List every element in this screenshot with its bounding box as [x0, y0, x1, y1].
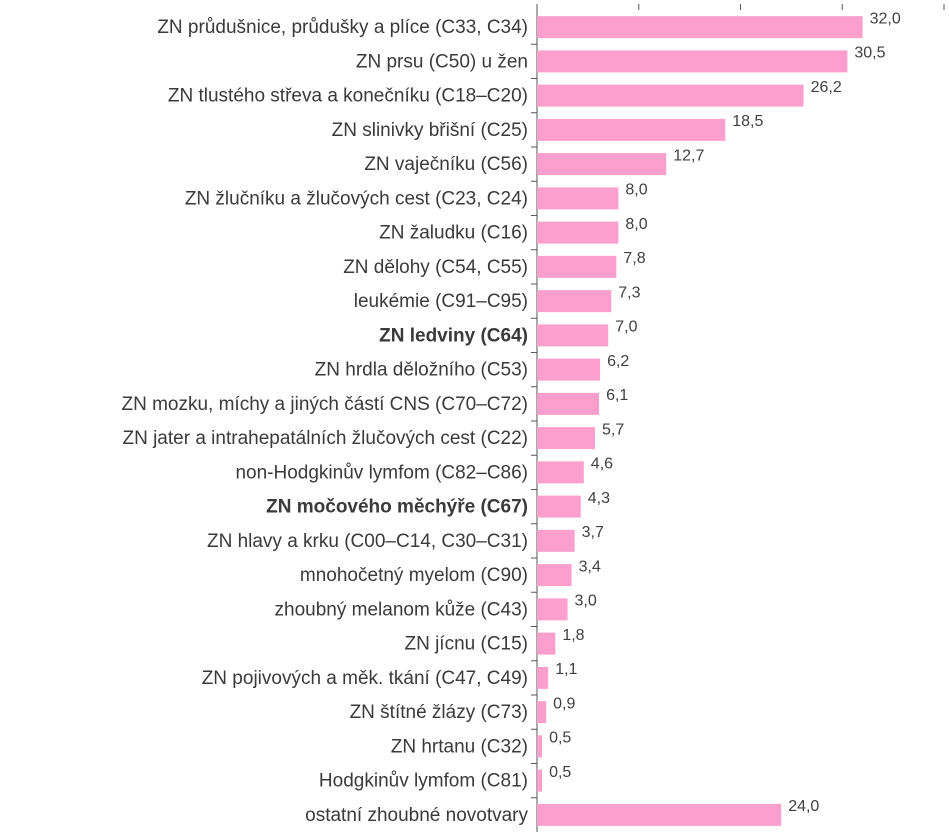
value-label: 6,1 [606, 387, 628, 404]
category-label: ZN průdušnice, průdušky a plíce (C33, C3… [157, 17, 528, 38]
value-label: 3,7 [582, 524, 604, 541]
bar [537, 16, 863, 39]
category-label: Hodgkinův lymfom (C81) [319, 771, 528, 792]
value-label: 8,0 [625, 182, 647, 199]
value-label: 0,5 [549, 764, 571, 781]
bar [537, 564, 572, 587]
category-label: ZN mozku, míchy a jiných částí CNS (C70–… [121, 394, 528, 415]
bar [537, 84, 804, 107]
value-label: 18,5 [732, 113, 763, 130]
bar [537, 529, 575, 552]
value-label: 7,3 [618, 284, 640, 301]
bar [537, 701, 547, 724]
value-label: 7,0 [615, 319, 637, 336]
category-label: ZN hlavy a krku (C00–C14, C30–C31) [207, 531, 528, 552]
value-label: 1,8 [562, 627, 584, 644]
bar [537, 735, 543, 758]
value-label: 26,2 [811, 79, 842, 96]
bar [537, 358, 601, 381]
category-label: ZN prsu (C50) u žen [356, 51, 528, 72]
value-label: 3,0 [575, 593, 597, 610]
category-label: ZN dělohy (C54, C55) [343, 257, 528, 278]
category-label: ZN slinivky břišní (C25) [332, 120, 528, 141]
bar [537, 598, 568, 621]
category-label: ZN tlustého střeva a konečníku (C18–C20) [168, 86, 528, 107]
value-label: 1,1 [555, 661, 577, 678]
bar [537, 153, 667, 176]
category-label: ZN žlučníku a žlučových cest (C23, C24) [185, 188, 528, 209]
category-label: ZN pojivových a měk. tkání (C47, C49) [202, 668, 528, 689]
category-label: ZN močového měchýře (C67) [266, 497, 528, 518]
category-label: ZN jícnu (C15) [404, 634, 528, 655]
bar [537, 666, 549, 689]
category-label: mnohočetný myelom (C90) [300, 565, 528, 586]
bar [537, 392, 600, 415]
category-label: ostatní zhoubné novotvary [305, 805, 528, 826]
value-label: 6,2 [607, 353, 629, 370]
value-label: 7,8 [623, 250, 645, 267]
bar [537, 632, 556, 655]
value-label: 4,3 [588, 490, 610, 507]
value-label: 24,0 [788, 798, 819, 815]
value-label: 5,7 [602, 421, 624, 438]
bar [537, 324, 609, 347]
category-label: ZN žaludku (C16) [379, 223, 528, 244]
category-label: ZN jater a intrahepatálních žlučových ce… [122, 428, 528, 449]
category-label: zhoubný melanom kůže (C43) [275, 599, 528, 620]
value-label: 0,5 [549, 730, 571, 747]
bar [537, 803, 782, 826]
bar [537, 118, 726, 141]
category-label: ZN ledviny (C64) [379, 325, 528, 346]
category-label: ZN hrtanu (C32) [391, 736, 528, 757]
value-label: 30,5 [854, 45, 885, 62]
category-label: ZN hrdla děložního (C53) [315, 360, 528, 381]
bar [537, 187, 619, 210]
bar [537, 495, 581, 518]
category-label: leukémie (C91–C95) [354, 291, 528, 312]
bar [537, 255, 617, 278]
value-label: 3,4 [579, 558, 601, 575]
bar [537, 461, 584, 484]
category-label: ZN štítné žlázy (C73) [350, 702, 528, 723]
bar [537, 769, 543, 792]
bar [537, 427, 595, 450]
value-label: 4,6 [591, 456, 613, 473]
bar [537, 50, 848, 73]
value-label: 0,9 [553, 695, 575, 712]
value-label: 8,0 [625, 216, 647, 233]
value-label: 32,0 [870, 10, 901, 27]
category-label: non-Hodgkinův lymfom (C82–C86) [235, 462, 528, 483]
value-label: 12,7 [673, 147, 704, 164]
bar [537, 221, 619, 244]
bar [537, 290, 612, 313]
category-label: ZN vaječníku (C56) [364, 154, 528, 175]
